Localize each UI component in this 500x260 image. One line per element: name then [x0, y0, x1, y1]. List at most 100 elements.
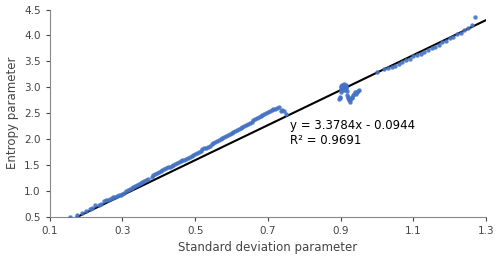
Point [144, 177, 152, 181]
Point [262, 111, 270, 115]
Point [339, 83, 347, 87]
Point [153, 171, 161, 176]
Point [164, 165, 172, 169]
Point [158, 168, 166, 172]
Point [170, 163, 177, 167]
Point [266, 109, 274, 113]
Point [340, 85, 348, 89]
Point [156, 169, 164, 173]
Point [346, 98, 354, 102]
Point [373, 70, 381, 74]
Point [168, 164, 175, 168]
Point [206, 144, 214, 148]
Point [342, 84, 349, 88]
Point [273, 106, 281, 110]
Point [398, 60, 406, 64]
Point [255, 115, 263, 119]
Point [102, 198, 110, 202]
Point [268, 108, 276, 112]
Point [264, 110, 272, 114]
Point [96, 202, 104, 206]
Point [424, 48, 432, 52]
Point [190, 153, 198, 157]
Point [352, 92, 360, 96]
Point [270, 107, 278, 111]
Point [278, 108, 286, 112]
Point [340, 88, 348, 92]
Point [108, 196, 116, 200]
Point [133, 183, 141, 187]
Point [233, 128, 241, 132]
Point [338, 84, 345, 88]
Point [251, 117, 259, 121]
Point [235, 127, 243, 131]
Point [111, 194, 119, 199]
Point [446, 36, 454, 40]
Point [151, 172, 159, 177]
Point [135, 182, 143, 186]
Point [104, 198, 112, 202]
Point [391, 63, 399, 68]
Point [78, 211, 86, 215]
Point [128, 186, 136, 190]
Point [116, 192, 124, 197]
Point [348, 96, 356, 100]
Point [86, 207, 94, 211]
Point [336, 96, 344, 100]
Point [344, 96, 352, 100]
X-axis label: Standard deviation parameter: Standard deviation parameter [178, 242, 358, 255]
Point [336, 95, 344, 99]
Point [236, 126, 244, 130]
Point [186, 155, 194, 159]
Point [342, 85, 350, 89]
Point [271, 106, 279, 110]
Point [250, 118, 258, 122]
Point [343, 93, 351, 97]
Point [450, 34, 458, 38]
Point [230, 130, 237, 134]
Point [435, 43, 443, 47]
Point [180, 158, 188, 162]
Point [124, 188, 132, 192]
Point [113, 194, 121, 198]
Point [82, 209, 90, 213]
Point [351, 90, 359, 95]
Point [460, 28, 468, 32]
Point [244, 121, 252, 126]
Point [344, 97, 352, 101]
Point [226, 132, 234, 136]
Point [162, 166, 170, 170]
Point [120, 190, 128, 194]
Point [126, 187, 134, 191]
Point [438, 40, 446, 44]
Point [338, 85, 346, 89]
Point [456, 31, 464, 35]
Point [348, 95, 356, 99]
Point [191, 152, 199, 156]
Point [336, 88, 344, 92]
Text: y = 3.3784x - 0.0944
R² = 0.9691: y = 3.3784x - 0.0944 R² = 0.9691 [290, 119, 415, 147]
Point [335, 97, 343, 101]
Point [216, 137, 224, 141]
Point [182, 157, 190, 161]
Point [218, 136, 226, 140]
Point [388, 64, 396, 69]
Point [280, 108, 288, 113]
Point [338, 83, 346, 87]
Point [224, 133, 232, 137]
Point [211, 140, 219, 144]
Point [118, 191, 126, 196]
Point [442, 38, 450, 43]
Point [238, 125, 246, 129]
Point [173, 161, 181, 165]
Point [258, 113, 266, 117]
Point [406, 57, 414, 61]
Point [337, 87, 345, 91]
Point [346, 100, 354, 104]
Point [208, 142, 216, 146]
Point [253, 116, 261, 120]
Point [150, 173, 158, 178]
Point [248, 119, 256, 124]
Point [196, 148, 204, 153]
Point [336, 90, 344, 95]
